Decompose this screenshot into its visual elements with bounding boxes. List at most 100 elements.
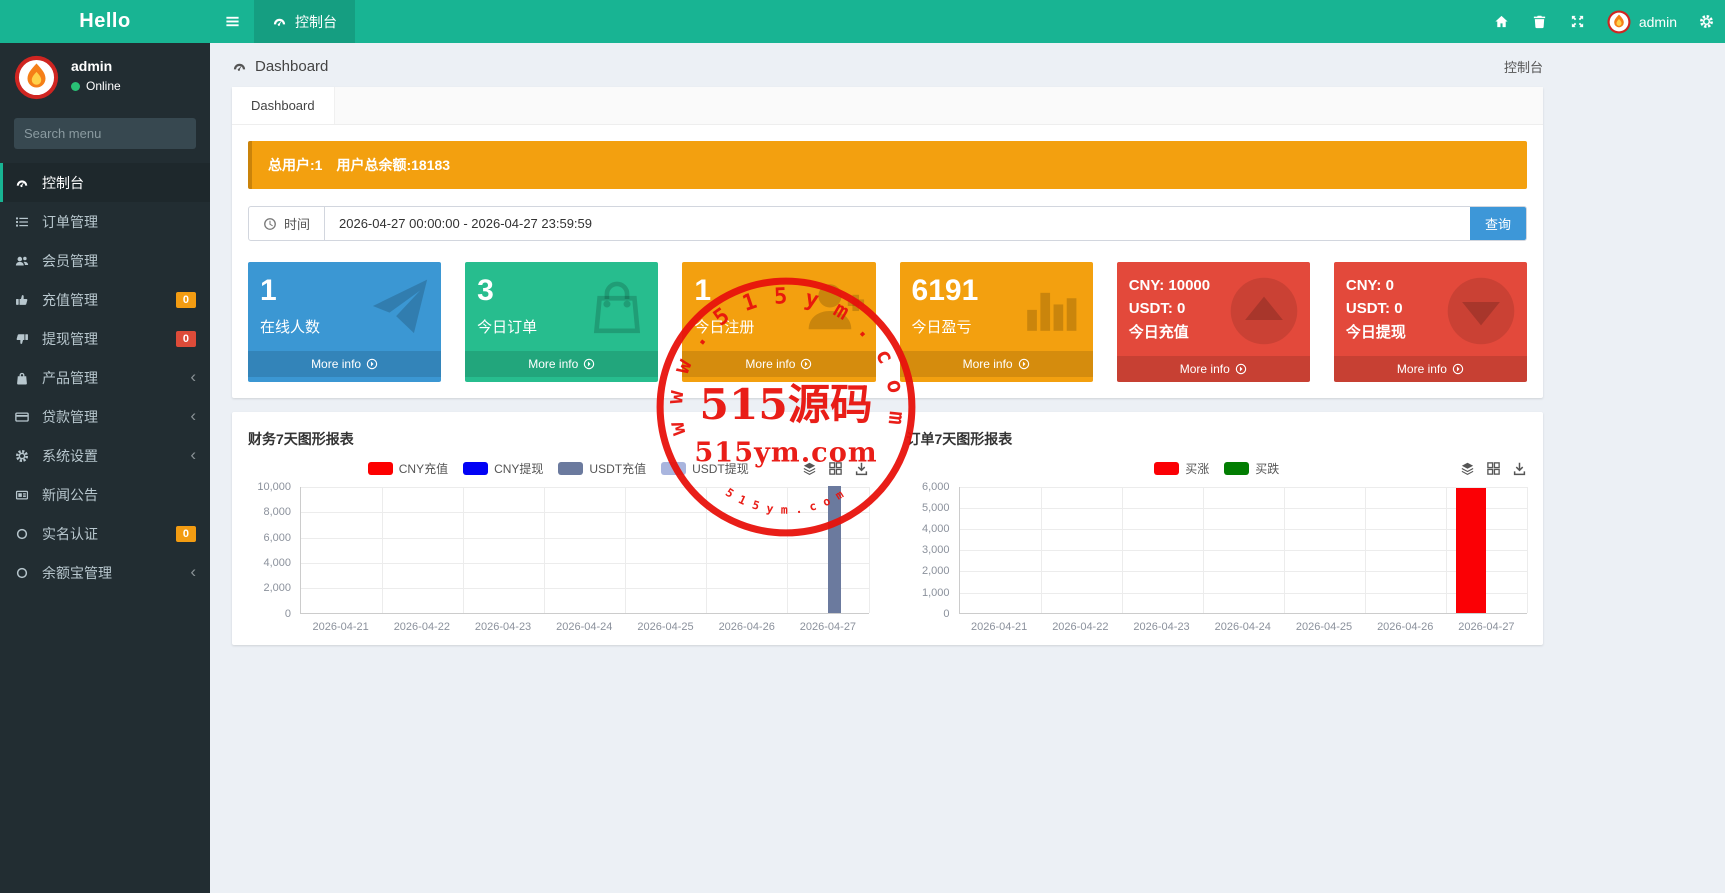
breadcrumb[interactable]: 控制台 [1503, 60, 1543, 75]
user-menu[interactable]: admin [1597, 9, 1687, 34]
date-range-input[interactable]: 2026-04-27 00:00:00 - 2026-04-27 23:59:5… [339, 216, 592, 231]
legend-item[interactable]: 买跌 [1224, 460, 1279, 477]
sidebar-item-2[interactable]: 订单管理 [0, 202, 210, 241]
y-tick-label: 1,000 [921, 586, 950, 599]
info-box-body: 6191 今日盈亏 [900, 262, 1093, 351]
gridline [301, 562, 869, 564]
chart-bar-买涨 [1456, 487, 1487, 613]
sidebar-item-label: 会员管理 [42, 252, 98, 269]
more-info-link[interactable]: More info [1333, 355, 1528, 382]
sidebar-user-meta: admin Online [71, 55, 121, 100]
legend-item[interactable]: USDT充值 [558, 460, 646, 477]
more-info-link[interactable]: More info [1116, 355, 1310, 382]
gridline [706, 486, 708, 613]
shopping-bag-icon [586, 275, 648, 337]
more-info-link[interactable]: More info [682, 351, 876, 377]
circle-icon [15, 527, 42, 541]
chart-plot-area [300, 485, 870, 614]
navbar-tab-console[interactable]: 控制台 [254, 0, 355, 43]
sidebar-item-6[interactable]: 产品管理 ‹ [0, 358, 210, 397]
more-info-label: More info [1396, 361, 1447, 376]
more-info-label: More info [311, 357, 362, 371]
sidebar-toggle-button[interactable] [210, 0, 254, 43]
info-box-3: 1 今日注册 More info [682, 262, 876, 382]
info-box-line: USDT: 0 [1128, 300, 1186, 318]
sidebar-item-7[interactable]: 贷款管理 ‹ [0, 397, 210, 436]
info-box-body: 1 在线人数 [248, 262, 441, 351]
x-tick-label: 2026-04-21 [312, 620, 369, 633]
tab-dashboard[interactable]: Dashboard [232, 87, 335, 124]
download-icon[interactable] [1512, 461, 1527, 476]
more-info-link[interactable]: More info [465, 351, 659, 377]
sidebar-item-8[interactable]: 系统设置 ‹ [0, 436, 210, 475]
bar-chart-icon [1021, 275, 1083, 337]
gridline [301, 486, 869, 488]
more-info-link[interactable]: More info [248, 351, 442, 377]
gridline [1202, 486, 1204, 613]
sidebar-item-3[interactable]: 会员管理 [0, 241, 210, 280]
info-box-number: 6191 [911, 274, 979, 307]
sidebar-item-4[interactable]: 充值管理 0 [0, 280, 210, 319]
x-tick-label: 2026-04-27 [799, 620, 857, 633]
chart-plot-row: 0 2,000 4,000 6,000 8,000 10,000 [248, 481, 870, 620]
more-info-link[interactable]: More info [899, 351, 1093, 377]
sidebar-item-9[interactable]: 新闻公告 [0, 475, 210, 514]
download-icon[interactable] [854, 461, 869, 476]
info-box-body: CNY: 10000 USDT: 0 今日充值 [1117, 262, 1310, 356]
chevron-left-icon: ‹ [190, 444, 196, 464]
content-header: Dashboard 控制台 [232, 43, 1543, 87]
x-tick-label: 2026-04-23 [1133, 620, 1190, 633]
page-title-text: Dashboard [255, 58, 329, 75]
stack-icon[interactable] [1460, 461, 1475, 476]
avatar [14, 55, 59, 100]
fullscreen-button[interactable] [1559, 0, 1597, 43]
clear-cache-button[interactable] [1521, 0, 1559, 43]
gridline [1445, 486, 1447, 613]
search-input[interactable] [14, 118, 196, 149]
legend-item[interactable]: 买涨 [1154, 460, 1209, 477]
date-filter-label-text: 时间 [284, 217, 311, 232]
home-button[interactable] [1483, 0, 1521, 43]
sidebar-item-1[interactable]: 控制台 [0, 163, 210, 202]
legend-swatch [661, 462, 687, 476]
x-tick-label: 2026-04-21 [970, 620, 1028, 633]
sidebar-item-5[interactable]: 提现管理 0 [0, 319, 210, 358]
page-title: Dashboard [232, 58, 328, 75]
info-box-label: 今日充值 [1128, 323, 1189, 341]
info-box-label: 在线人数 [260, 319, 321, 336]
settings-button[interactable] [1687, 0, 1725, 43]
top-navbar: Hello 控制台 admin [0, 0, 1725, 43]
stack-icon[interactable] [802, 461, 817, 476]
chart-bar-USDT充值 [827, 485, 841, 613]
sidebar-item-10[interactable]: 实名认证 0 [0, 514, 210, 553]
grid-icon[interactable] [828, 461, 843, 476]
gauge-icon [15, 176, 42, 190]
y-tick-label: 3,000 [921, 544, 950, 557]
legend-swatch [1154, 462, 1180, 476]
sidebar: admin Online 控制台订单管理会员管理充值管理0提现管理0产品管理‹贷… [0, 43, 210, 893]
sidebar-item-label: 控制台 [42, 174, 84, 191]
navbar-right-group: admin [1483, 0, 1725, 43]
legend-swatch [1224, 462, 1250, 476]
sidebar-user-status[interactable]: Online [71, 79, 121, 93]
sidebar-item-label: 实名认证 [42, 525, 98, 542]
gridline [544, 486, 546, 613]
home-icon [1494, 14, 1509, 29]
more-info-label: More info [962, 357, 1013, 371]
chevron-left-icon: ‹ [190, 366, 196, 386]
navbar-tab-label: 控制台 [295, 13, 337, 30]
sidebar-item-11[interactable]: 余额宝管理 ‹ [0, 553, 210, 592]
x-tick-label: 2026-04-24 [556, 620, 613, 633]
legend-item[interactable]: CNY提现 [463, 460, 543, 477]
grid-icon[interactable] [1486, 461, 1501, 476]
y-tick-label: 5,000 [921, 501, 950, 514]
query-button[interactable]: 查询 [1469, 207, 1526, 240]
legend-item[interactable]: CNY充值 [367, 460, 448, 477]
gridline [959, 571, 1527, 573]
info-box-label: 今日盈亏 [911, 319, 972, 336]
legend-item[interactable]: USDT提现 [661, 460, 749, 477]
brand-logo[interactable]: Hello [79, 10, 131, 32]
legend-swatch [463, 462, 489, 476]
info-box-4: 6191 今日盈亏 More info [899, 262, 1093, 382]
gridline [301, 537, 869, 539]
